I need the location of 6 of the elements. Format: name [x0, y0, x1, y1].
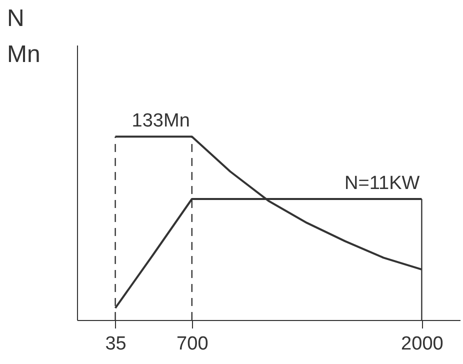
annotation: 133Mn	[132, 110, 190, 132]
x-tick-label: 700	[176, 334, 208, 354]
x-tick-label: 35	[105, 334, 126, 354]
x-tick-label: 2000	[401, 334, 444, 354]
annotation: N=11KW	[344, 173, 420, 194]
y-axis-title: N Mn	[7, 5, 40, 68]
